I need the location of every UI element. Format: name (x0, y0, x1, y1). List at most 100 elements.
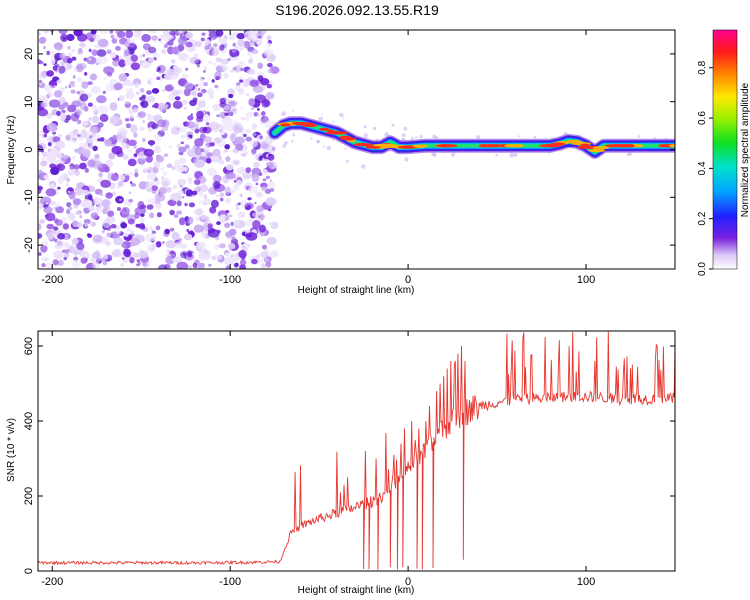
noise-speckle (244, 183, 247, 187)
noise-speckle (100, 137, 105, 142)
noise-speckle (245, 112, 253, 118)
noise-speckle (43, 206, 53, 214)
noise-speckle (157, 67, 161, 71)
noise-speckle (84, 168, 90, 173)
noise-speckle (158, 40, 163, 45)
noise-speckle (207, 167, 218, 177)
noise-speckle (53, 90, 63, 98)
noise-speckle (183, 233, 193, 241)
noise-speckle (46, 223, 54, 230)
noise-speckle (128, 191, 132, 195)
noise-speckle (221, 65, 229, 72)
noise-speckle (218, 243, 226, 249)
noise-speckle (98, 172, 103, 178)
noise-speckle (125, 173, 128, 176)
noise-speckle (228, 214, 233, 218)
noise-speckle (188, 202, 195, 208)
noise-speckle (43, 30, 50, 35)
noise-speckle (209, 142, 215, 147)
noise-speckle (76, 91, 80, 94)
noise-speckle (42, 151, 48, 157)
noise-speckle (264, 139, 271, 144)
noise-speckle (83, 143, 89, 149)
colorbar-tick-label: 0.4 (697, 161, 708, 175)
noise-speckle (100, 179, 111, 188)
snr-x-tick-label: 100 (577, 576, 595, 588)
noise-speckle (219, 44, 225, 51)
spectrogram-y-axis-label: Frequency (Hz) (6, 116, 17, 185)
noise-speckle (117, 180, 124, 187)
noise-speckle (193, 94, 197, 99)
noise-speckle (184, 202, 188, 207)
noise-speckle (223, 35, 228, 40)
noise-speckle (146, 204, 154, 210)
noise-speckle (132, 107, 139, 113)
noise-speckle (253, 161, 260, 168)
noise-speckle (249, 79, 260, 88)
noise-speckle (230, 69, 234, 74)
noise-speckle (179, 126, 188, 133)
noise-speckle (224, 115, 229, 120)
noise-speckle (203, 66, 208, 70)
ridge-halo-speckle (342, 117, 345, 120)
noise-speckle (93, 208, 98, 212)
noise-speckle (156, 119, 167, 128)
noise-speckle (142, 53, 146, 57)
noise-speckle (110, 115, 120, 123)
noise-speckle (194, 146, 202, 156)
noise-speckle (53, 226, 59, 231)
noise-speckle (248, 58, 253, 64)
noise-speckle (203, 82, 209, 87)
noise-speckle (81, 148, 91, 158)
noise-speckle (40, 244, 48, 253)
noise-speckle (90, 85, 101, 94)
noise-speckle (269, 179, 272, 182)
ridge-peak-blob (504, 144, 521, 148)
noise-speckle (222, 214, 227, 220)
noise-speckle (71, 100, 82, 108)
noise-speckle (80, 257, 88, 264)
noise-speckle (40, 160, 48, 167)
noise-speckle (208, 43, 212, 47)
noise-speckle (115, 230, 121, 235)
spectrogram-x-tick-label: 100 (577, 274, 595, 286)
noise-speckle (230, 189, 235, 194)
noise-speckle (116, 150, 124, 158)
noise-speckle (167, 200, 174, 206)
noise-speckle (209, 206, 217, 214)
noise-speckle (179, 33, 188, 43)
noise-speckle (58, 65, 66, 74)
noise-speckle (103, 66, 115, 75)
noise-speckle (125, 91, 135, 100)
noise-speckle (193, 158, 198, 163)
noise-speckle (239, 107, 244, 110)
ridge-halo-speckle (292, 132, 294, 134)
ridge-halo-speckle (363, 125, 367, 129)
noise-speckle (219, 192, 225, 198)
noise-speckle (50, 166, 60, 176)
noise-speckle (193, 53, 199, 58)
noise-speckle (139, 217, 145, 224)
noise-speckle (233, 56, 240, 62)
noise-speckle (41, 263, 46, 268)
noise-speckle (203, 70, 206, 73)
noise-speckle (65, 86, 68, 89)
noise-speckle (38, 59, 42, 65)
noise-speckle (245, 116, 249, 121)
noise-speckle (96, 56, 108, 64)
noise-speckle (265, 92, 275, 100)
noise-speckle (49, 163, 56, 169)
noise-speckle (266, 84, 272, 89)
noise-speckle (237, 39, 245, 47)
noise-speckle (64, 118, 69, 124)
noise-speckle (233, 220, 240, 226)
noise-speckle (150, 198, 157, 205)
noise-speckle (263, 48, 274, 57)
noise-speckle (160, 167, 164, 171)
ridge-halo-speckle (283, 141, 288, 146)
noise-speckle (236, 179, 242, 187)
noise-speckle (207, 228, 220, 238)
noise-speckle (123, 49, 130, 57)
noise-speckle (169, 227, 175, 232)
noise-speckle (201, 32, 206, 36)
